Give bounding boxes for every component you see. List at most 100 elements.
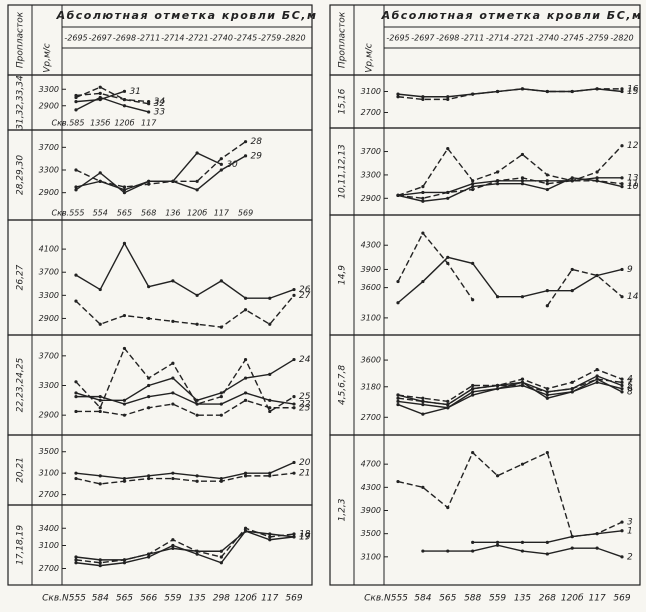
data-point [74, 185, 78, 189]
data-point [122, 185, 127, 189]
data-point [171, 361, 175, 365]
well-label: 584 [414, 594, 431, 604]
elevation-label: -2711 [137, 34, 160, 43]
data-point [545, 89, 549, 94]
well-label: 135б [90, 119, 110, 128]
y-tick-label: 3300 [39, 381, 59, 390]
elevation-label: -2697 [89, 34, 113, 43]
data-point [243, 296, 248, 300]
data-point [545, 540, 549, 544]
elevation-label: -2711 [461, 34, 484, 43]
data-point [520, 549, 525, 553]
panel-label: 22,23,24,25 [16, 358, 26, 413]
data-point [195, 479, 199, 483]
well-label: 559 [164, 594, 181, 604]
data-point [471, 393, 475, 397]
series-label: 25 [299, 392, 311, 402]
data-point [620, 182, 624, 186]
data-point [520, 377, 525, 381]
data-point [195, 188, 199, 192]
data-point [520, 462, 525, 466]
y-tick-label: 3300 [39, 166, 59, 175]
panel-label: 26,27 [16, 264, 26, 290]
data-point [471, 92, 475, 96]
data-point [421, 97, 425, 101]
data-point [396, 399, 400, 403]
series-line [397, 451, 623, 538]
elevation-label: -2820 [282, 34, 305, 43]
series-label: 30 [226, 160, 238, 170]
series-label: 17 [299, 532, 311, 542]
data-point [147, 395, 151, 399]
data-point [495, 474, 500, 478]
elevation-label: -2695 [64, 34, 87, 43]
data-point [98, 91, 102, 95]
data-point [495, 89, 500, 94]
data-point [243, 154, 248, 158]
data-point [171, 376, 175, 380]
y-tick-label: 2700 [39, 490, 59, 499]
y-tick-label: 2900 [39, 101, 59, 110]
data-point [243, 140, 248, 144]
data-point [171, 402, 175, 406]
series-line [75, 96, 149, 113]
data-point [122, 561, 127, 565]
series-label: 20 [299, 458, 311, 468]
well-label: 298 [213, 594, 230, 604]
data-point [520, 152, 525, 157]
data-point [446, 97, 450, 101]
data-point [243, 471, 248, 475]
well-label: Скв.555 [52, 209, 85, 218]
series-label: 12 [627, 141, 639, 151]
elevation-label: -2714 [486, 34, 509, 43]
data-point [195, 549, 199, 553]
data-point [471, 187, 475, 192]
data-point [268, 538, 272, 542]
y-tick-label: 3600 [361, 356, 381, 365]
data-point [147, 406, 151, 410]
well-label: 117 [214, 209, 230, 218]
data-point [243, 308, 248, 312]
data-point [421, 485, 425, 489]
y-tick-label: 3700 [39, 143, 59, 152]
data-point [268, 322, 272, 326]
elevation-label: -2698 [113, 34, 136, 43]
well-label: 135 [189, 594, 206, 604]
data-point [446, 261, 450, 265]
series-label: 26 [299, 285, 311, 295]
data-point [74, 555, 78, 559]
data-point [122, 104, 127, 108]
data-point [292, 406, 296, 410]
data-point [595, 176, 599, 180]
well-label: 120б [234, 594, 257, 604]
data-point [595, 380, 599, 384]
data-point [520, 295, 525, 299]
series-label: 13 [627, 173, 639, 183]
data-point [396, 92, 400, 96]
data-point [471, 549, 475, 553]
data-point [620, 144, 624, 148]
data-point [74, 93, 78, 98]
data-point [495, 383, 500, 388]
data-point [171, 391, 175, 395]
data-point [147, 100, 151, 104]
data-point [98, 561, 102, 565]
data-point [620, 380, 624, 384]
well-label: 120б [114, 119, 134, 128]
data-point [620, 387, 624, 391]
well-label: 117 [261, 594, 278, 604]
data-point [98, 474, 102, 478]
data-point [268, 398, 272, 402]
series-line [397, 177, 623, 200]
data-point [195, 402, 199, 406]
panel-box [329, 74, 641, 129]
data-point [98, 564, 102, 568]
well-label: 569 [285, 594, 302, 604]
velocity-label: Vр,м/с [365, 43, 375, 73]
data-point [421, 190, 425, 195]
well-label: 117 [141, 119, 157, 128]
data-point [471, 383, 475, 388]
data-point [421, 399, 425, 403]
data-point [195, 151, 199, 155]
y-tick-label: 2900 [361, 194, 381, 203]
